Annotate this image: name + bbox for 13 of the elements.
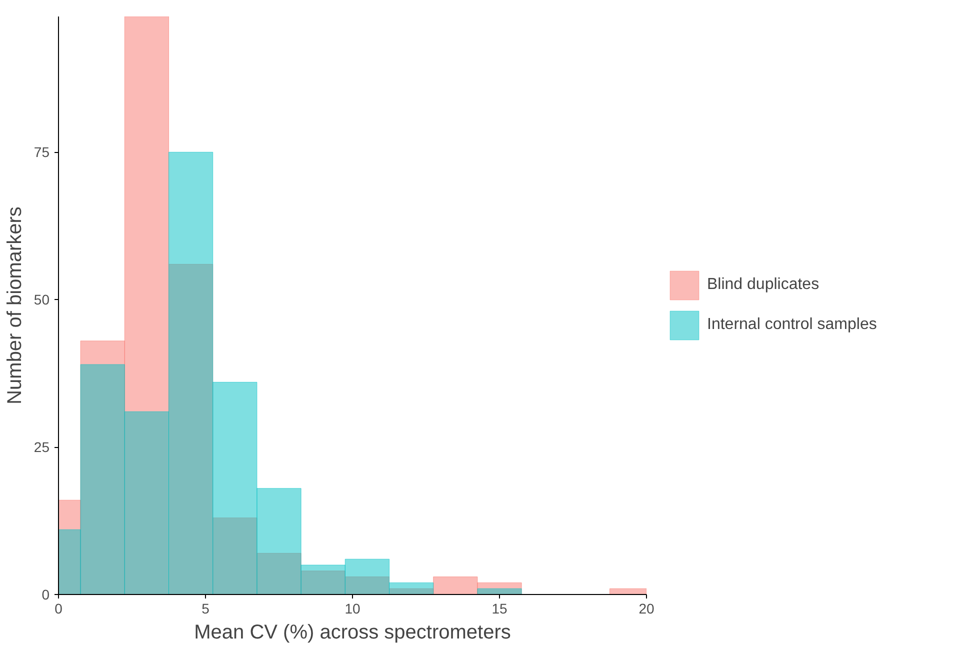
x-tick-label: 5 <box>202 600 210 616</box>
x-tick-label: 0 <box>54 600 63 616</box>
legend-label: Blind duplicates <box>707 276 820 294</box>
y-tick-label: 0 <box>42 586 50 602</box>
x-tick-label: 10 <box>344 600 360 616</box>
y-tick-label: 50 <box>34 292 50 308</box>
x-axis-title: Mean CV (%) across spectrometers <box>194 622 511 644</box>
legend-label: Internal control samples <box>707 316 877 334</box>
x-tick-label: 15 <box>492 600 508 616</box>
y-tick-label: 75 <box>34 144 50 160</box>
x-tick-label: 20 <box>638 600 654 616</box>
y-tick-label: 25 <box>34 439 50 456</box>
y-axis-title: Number of biomarkers <box>4 206 26 404</box>
